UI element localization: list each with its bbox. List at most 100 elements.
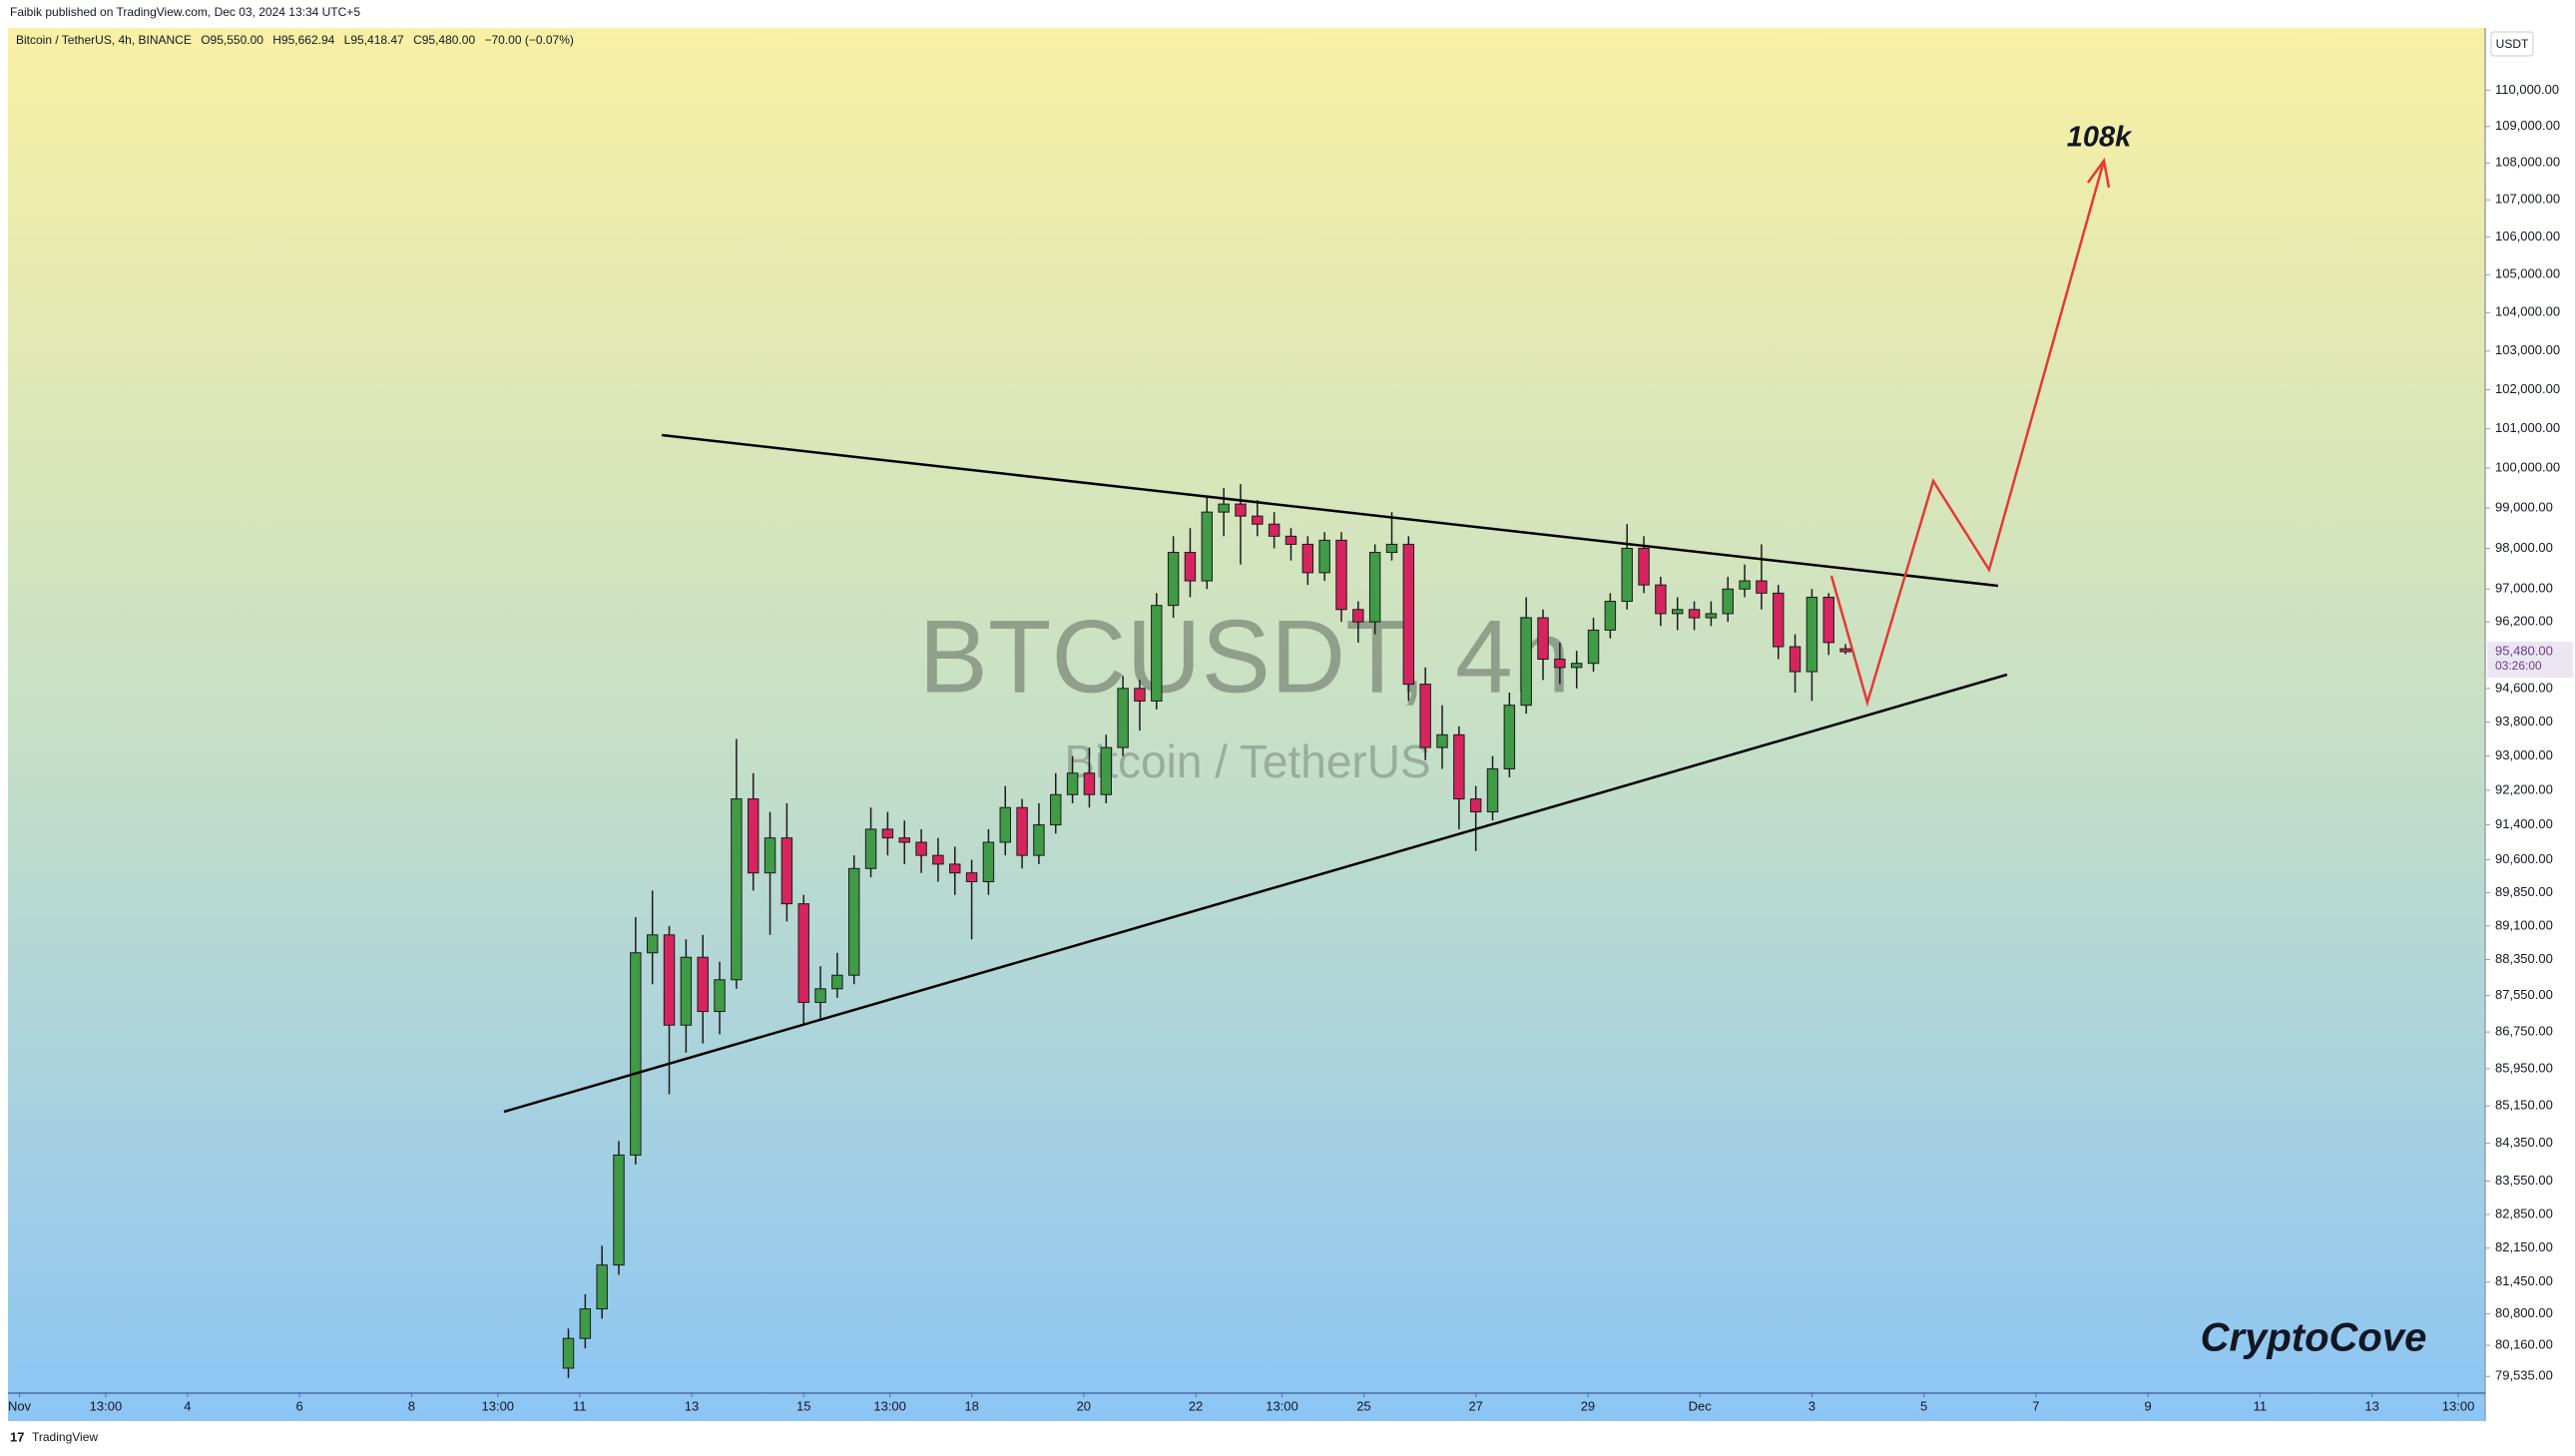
x-tick-label: 11 xyxy=(573,1398,587,1413)
candle-body xyxy=(1436,733,1448,748)
candle-body xyxy=(1486,767,1499,813)
candle-body xyxy=(999,806,1011,843)
x-tick-label: 13:00 xyxy=(90,1398,123,1413)
candle-body xyxy=(747,798,760,874)
open-value: O95,550.00 xyxy=(201,33,263,47)
candles xyxy=(562,484,1851,1378)
candle-body xyxy=(731,798,743,981)
x-tick-label: Dec xyxy=(1689,1398,1713,1413)
target-annotation: 108k xyxy=(2067,122,2133,154)
price-label: 95,480.00 xyxy=(2495,643,2553,658)
y-tick-label: 96,200.00 xyxy=(2495,614,2553,629)
candle-body xyxy=(814,988,826,1003)
candle-body xyxy=(1520,617,1532,707)
candle-body xyxy=(714,979,726,1013)
candle-body xyxy=(1722,588,1734,615)
candle-body xyxy=(562,1337,575,1369)
x-tick-label: 9 xyxy=(2145,1398,2152,1413)
candle-body xyxy=(1453,733,1465,800)
candle-body xyxy=(881,828,894,839)
candle-body xyxy=(1587,629,1600,665)
candle-body xyxy=(864,828,877,869)
y-tick-label: 102,000.00 xyxy=(2495,381,2560,396)
candle-body xyxy=(1805,596,1818,673)
publisher: Faibik published on TradingView.com, Dec… xyxy=(10,5,360,19)
candle-body xyxy=(1050,793,1062,826)
candle-body xyxy=(848,867,860,976)
y-tick-label: 93,800.00 xyxy=(2495,714,2553,728)
candle-body xyxy=(663,934,676,1026)
x-tick-label: 13:00 xyxy=(482,1398,515,1413)
countdown: 03:26:00 xyxy=(2495,659,2542,673)
candle-body xyxy=(1117,688,1129,748)
signature: CryptoCove xyxy=(2201,1316,2427,1360)
y-tick-label: 80,160.00 xyxy=(2495,1337,2553,1352)
candle-body xyxy=(680,956,693,1026)
candle-body xyxy=(630,952,642,1156)
y-tick-label: 109,000.00 xyxy=(2495,118,2560,133)
candle-body xyxy=(965,872,978,883)
x-tick-label: 8 xyxy=(408,1398,415,1413)
candle-body xyxy=(1268,523,1281,537)
y-tick-label: 107,000.00 xyxy=(2495,192,2560,207)
x-tick-label: Nov xyxy=(8,1398,32,1413)
candle-body xyxy=(1822,596,1834,644)
candle-body xyxy=(982,841,995,883)
candle-body xyxy=(1066,772,1079,795)
y-tick-label: 89,850.00 xyxy=(2495,884,2553,899)
y-tick-label: 110,000.00 xyxy=(2495,82,2559,97)
candle-body xyxy=(579,1308,592,1339)
candle-body xyxy=(1385,543,1398,554)
candle-body xyxy=(1419,684,1431,748)
y-tick-label: 85,950.00 xyxy=(2495,1060,2553,1075)
y-tick-label: 82,150.00 xyxy=(2495,1239,2553,1254)
candle-body xyxy=(898,837,910,843)
low-value: L95,418.47 xyxy=(344,33,404,47)
y-tick-label: 81,450.00 xyxy=(2495,1273,2553,1288)
candle-body xyxy=(932,854,944,865)
candle-body xyxy=(1756,580,1768,594)
y-tick-label: 106,000.00 xyxy=(2495,229,2560,243)
candle-body xyxy=(1368,552,1381,623)
candle-body xyxy=(1100,746,1112,795)
candle-body xyxy=(1318,539,1330,574)
watermark: BTCUSDT, 4h xyxy=(918,599,1570,715)
y-tick-label: 87,550.00 xyxy=(2495,987,2553,1002)
y-tick-label: 80,800.00 xyxy=(2495,1305,2553,1320)
candle-body xyxy=(831,974,843,990)
x-tick-label: 18 xyxy=(964,1398,978,1413)
plot-background xyxy=(8,28,2485,1421)
x-tick-label: 13 xyxy=(685,1398,699,1413)
y-tick-label: 86,750.00 xyxy=(2495,1024,2553,1039)
candle-body xyxy=(1301,543,1314,574)
candle-body xyxy=(1570,663,1583,669)
y-tick-label: 94,600.00 xyxy=(2495,680,2553,695)
candle-body xyxy=(1151,605,1163,702)
candle-body xyxy=(1671,609,1684,615)
candle-body xyxy=(1285,535,1297,545)
y-tick-label: 91,400.00 xyxy=(2495,816,2553,831)
y-tick-label: 82,850.00 xyxy=(2495,1206,2553,1220)
candle-body xyxy=(1839,648,1851,653)
y-tick-label: 92,200.00 xyxy=(2495,781,2553,796)
projection-arrowhead xyxy=(2086,157,2111,189)
candle-body xyxy=(1638,547,1650,586)
candle-body xyxy=(780,837,793,905)
candle-body xyxy=(1235,503,1247,517)
symbol: Bitcoin / TetherUS, 4h, BINANCE xyxy=(16,33,192,47)
candle-body xyxy=(613,1154,625,1266)
candle-body xyxy=(1773,592,1785,648)
y-tick-label: 90,600.00 xyxy=(2495,851,2553,866)
candle-body xyxy=(1789,646,1802,673)
candle-body xyxy=(764,837,776,874)
y-tick-label: 101,000.00 xyxy=(2495,420,2560,435)
candle-body xyxy=(949,863,961,874)
candle-body xyxy=(1739,580,1751,590)
candle-body xyxy=(1604,601,1617,631)
candle-body xyxy=(646,934,659,954)
footer-icon: 17 xyxy=(10,1429,24,1444)
candle-body xyxy=(1469,798,1482,813)
y-tick-label: 99,000.00 xyxy=(2495,500,2553,515)
